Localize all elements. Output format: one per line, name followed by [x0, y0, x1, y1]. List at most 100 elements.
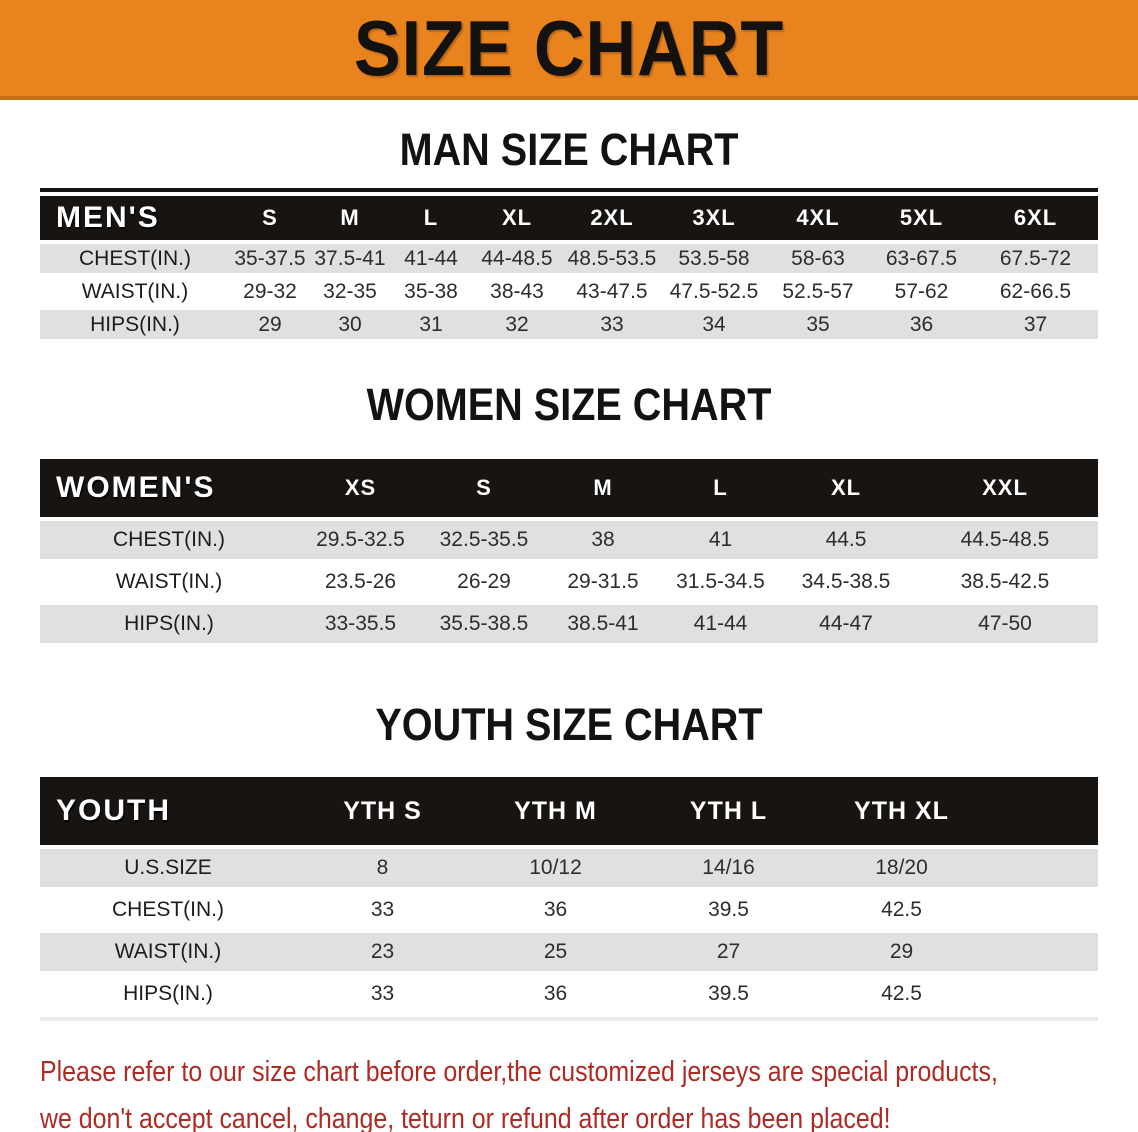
size-value: 41 — [661, 521, 780, 559]
table-top-rule — [40, 188, 1098, 192]
size-value: 23.5-26 — [298, 563, 423, 601]
column-header-m: M — [310, 196, 390, 240]
size-value: 34 — [662, 310, 766, 339]
size-value: 29 — [815, 933, 988, 971]
size-value: 41-44 — [390, 244, 472, 273]
size-value: 57-62 — [870, 277, 973, 306]
size-value: 10/12 — [469, 849, 642, 887]
table-row: CHEST(IN.) 33 36 39.5 42.5 — [40, 891, 1098, 929]
table-row: U.S.SIZE 8 10/12 14/16 18/20 — [40, 849, 1098, 887]
size-value: 62-66.5 — [973, 277, 1098, 306]
table-row: CHEST(IN.) 35-37.5 37.5-41 41-44 44-48.5 48.5… — [40, 244, 1098, 273]
column-header-m: M — [545, 459, 661, 517]
column-header-5xl: 5XL — [870, 196, 973, 240]
size-value: 53.5-58 — [662, 244, 766, 273]
size-value: 37.5-41 — [310, 244, 390, 273]
column-header-l: L — [390, 196, 472, 240]
row-label: WAIST(IN.) — [40, 933, 296, 971]
size-value: 35-37.5 — [230, 244, 310, 273]
table-row: HIPS(IN.) 29 30 31 32 33 34 35 36 37 — [40, 310, 1098, 339]
size-value: 38.5-42.5 — [912, 563, 1098, 601]
table-row: WAIST(IN.) 29-32 32-35 35-38 38-43 43-47.5 47.… — [40, 277, 1098, 306]
size-value: 33-35.5 — [298, 605, 423, 643]
size-value: 32 — [472, 310, 562, 339]
table-row: CHEST(IN.) 29.5-32.5 32.5-35.5 38 41 44.5 44.5… — [40, 521, 1098, 559]
size-value: 29-31.5 — [545, 563, 661, 601]
row-label: CHEST(IN.) — [40, 891, 296, 929]
size-value: 31.5-34.5 — [661, 563, 780, 601]
column-header-xs: XS — [298, 459, 423, 517]
banner: SIZE CHART — [0, 0, 1138, 100]
size-value: 36 — [469, 891, 642, 929]
size-value: 30 — [310, 310, 390, 339]
size-value: 29-32 — [230, 277, 310, 306]
header-row: YOUTH YTH S YTH M YTH L YTH XL — [40, 777, 1098, 845]
size-value: 27 — [642, 933, 815, 971]
size-value: 48.5-53.5 — [562, 244, 662, 273]
row-label: CHEST(IN.) — [40, 244, 230, 273]
row-label: WAIST(IN.) — [40, 563, 298, 601]
column-header-l: L — [661, 459, 780, 517]
column-header-xl: XL — [780, 459, 912, 517]
size-value: 39.5 — [642, 891, 815, 929]
size-value: 44.5-48.5 — [912, 521, 1098, 559]
size-value: 18/20 — [815, 849, 988, 887]
table-row: HIPS(IN.) 33 36 39.5 42.5 — [40, 975, 1098, 1013]
size-value: 39.5 — [642, 975, 815, 1013]
size-value: 47.5-52.5 — [662, 277, 766, 306]
size-value: 36 — [870, 310, 973, 339]
column-header-xl: XL — [472, 196, 562, 240]
size-value: 25 — [469, 933, 642, 971]
size-value: 38-43 — [472, 277, 562, 306]
disclaimer-line-1: Please refer to our size chart before or… — [40, 1056, 998, 1088]
size-value: 35-38 — [390, 277, 472, 306]
table-row: WAIST(IN.) 23.5-26 26-29 29-31.5 31.5-34.5 34… — [40, 563, 1098, 601]
size-value: 37 — [973, 310, 1098, 339]
size-value: 52.5-57 — [766, 277, 870, 306]
row-label: CHEST(IN.) — [40, 521, 298, 559]
column-header-yth-l: YTH L — [642, 777, 815, 845]
column-header-yth-m: YTH M — [469, 777, 642, 845]
size-value: 36 — [469, 975, 642, 1013]
size-value: 31 — [390, 310, 472, 339]
table-header-label: MEN'S — [40, 196, 230, 240]
size-value: 42.5 — [815, 891, 988, 929]
section-title-women: WOMEN SIZE CHART — [366, 379, 772, 430]
column-header-yth-xl: YTH XL — [815, 777, 988, 845]
size-value: 35 — [766, 310, 870, 339]
men-size-table: MEN'S S M L XL 2XL 3XL 4XL 5XL 6XL CHEST(IN.) 35-37… — [40, 192, 1098, 343]
size-value: 33 — [296, 975, 469, 1013]
size-value: 42.5 — [815, 975, 988, 1013]
charts-container: MAN SIZE CHART MEN'S S M L XL 2XL 3XL 4XL 5XL 6XL C… — [0, 126, 1138, 1021]
size-section-men: MAN SIZE CHART MEN'S S M L XL 2XL 3XL 4XL 5XL 6XL C… — [40, 126, 1098, 343]
youth-size-table: YOUTH YTH S YTH M YTH L YTH XL U.S.SIZE 8 10/12… — [40, 773, 1098, 1021]
disclaimer-line-2: we don't accept cancel, change, teturn o… — [40, 1103, 891, 1132]
size-value: 35.5-38.5 — [423, 605, 545, 643]
table-row: HIPS(IN.) 33-35.5 35.5-38.5 38.5-41 41-44 44-… — [40, 605, 1098, 643]
women-size-table: WOMEN'S XS S M L XL XXL CHEST(IN.) 29.5-32.5 32.5… — [40, 455, 1098, 647]
size-section-women: WOMEN SIZE CHART WOMEN'S XS S M L XL XXL CHEST(I… — [40, 381, 1098, 647]
disclaimer: Please refer to our size chart before or… — [40, 1049, 1138, 1132]
size-value: 32-35 — [310, 277, 390, 306]
column-header-xxl: XXL — [912, 459, 1098, 517]
row-label: HIPS(IN.) — [40, 310, 230, 339]
size-value: 38 — [545, 521, 661, 559]
size-value: 47-50 — [912, 605, 1098, 643]
size-value: 41-44 — [661, 605, 780, 643]
row-filler-cell — [988, 849, 1098, 887]
size-section-youth: YOUTH SIZE CHART YOUTH YTH S YTH M YTH L YTH … — [40, 701, 1098, 1021]
header-row: MEN'S S M L XL 2XL 3XL 4XL 5XL 6XL — [40, 196, 1098, 240]
size-value: 44.5 — [780, 521, 912, 559]
row-filler-cell — [988, 975, 1098, 1013]
size-value: 44-47 — [780, 605, 912, 643]
column-header-s: S — [423, 459, 545, 517]
header-filler-cell — [988, 777, 1098, 845]
section-title-men: MAN SIZE CHART — [399, 124, 739, 175]
row-label: HIPS(IN.) — [40, 605, 298, 643]
size-value: 32.5-35.5 — [423, 521, 545, 559]
size-value: 14/16 — [642, 849, 815, 887]
row-label: WAIST(IN.) — [40, 277, 230, 306]
size-value: 58-63 — [766, 244, 870, 273]
header-row: WOMEN'S XS S M L XL XXL — [40, 459, 1098, 517]
